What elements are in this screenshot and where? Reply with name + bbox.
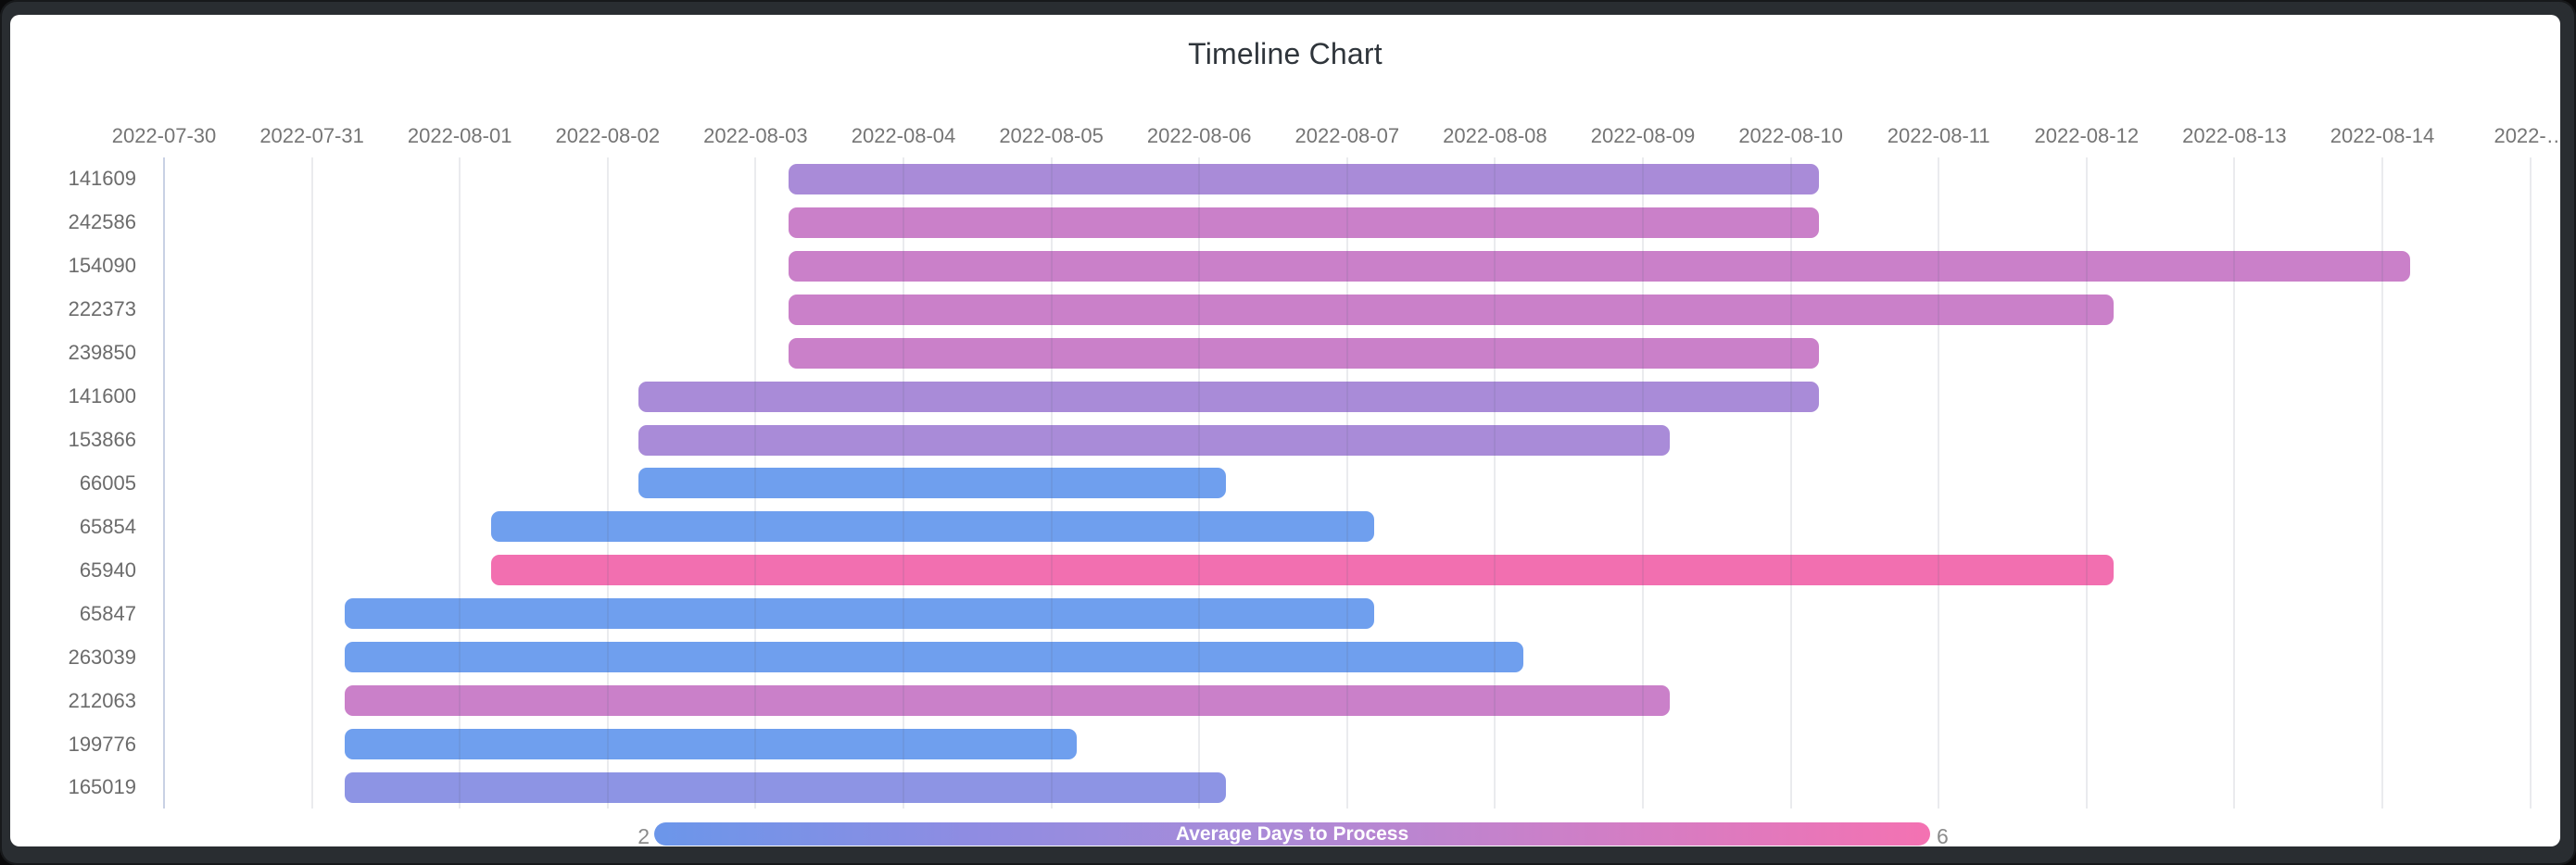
- y-axis-row-label: 222373: [68, 297, 136, 321]
- x-axis: 2022-07-30 2022-07-31 2022-08-01 2022-08-02…: [10, 15, 2560, 846]
- y-axis-row-label: 141600: [68, 384, 136, 408]
- y-axis: 141609 242586 154090 222373 239850 141600 1538…: [10, 15, 2560, 846]
- x-axis-tick-label: 2022-07-30: [111, 124, 217, 147]
- y-axis-row-label: 242586: [68, 210, 136, 234]
- plot-area: [10, 15, 2560, 846]
- legend-gradient-bar: Average Days to Process: [654, 822, 1930, 846]
- y-axis-row-label: 165019: [68, 775, 136, 799]
- timeline-bar[interactable]: [344, 729, 1077, 760]
- legend-label: Average Days to Process: [1175, 822, 1409, 845]
- legend-min-value: 2: [638, 824, 650, 846]
- y-axis-row-label: 154090: [68, 254, 136, 278]
- timeline-bar[interactable]: [344, 598, 1374, 630]
- y-axis-row-label: 263039: [68, 645, 136, 669]
- y-axis-row-label: 141609: [68, 167, 136, 191]
- x-axis-tick-label: 2022-08-10: [1738, 124, 1843, 147]
- timeline-bar[interactable]: [344, 771, 1226, 803]
- legend-max-value: 6: [1937, 824, 1949, 846]
- y-axis-row-label: 65854: [79, 514, 136, 538]
- timeline-bar[interactable]: [490, 511, 1374, 543]
- timeline-bar[interactable]: [344, 685, 1670, 717]
- y-axis-row-label: 65940: [79, 558, 136, 582]
- y-axis-row-label: 239850: [68, 341, 136, 365]
- x-axis-tick-label: 2022-…: [2494, 124, 2560, 147]
- x-axis-tick-label: 2022-08-02: [555, 124, 661, 147]
- timeline-bar[interactable]: [788, 207, 1819, 238]
- timeline-bar[interactable]: [638, 424, 1670, 456]
- timeline-bar[interactable]: [788, 294, 2114, 325]
- timeline-bar[interactable]: [788, 250, 2411, 282]
- timeline-bar[interactable]: [638, 381, 1819, 412]
- x-axis-tick-label: 2022-08-09: [1590, 124, 1696, 147]
- x-axis-tick-label: 2022-08-03: [703, 124, 808, 147]
- chart-title: Timeline Chart: [1188, 37, 1383, 70]
- x-axis-tick-label: 2022-08-07: [1294, 124, 1400, 147]
- y-axis-row-label: 65847: [79, 601, 136, 625]
- timeline-bar[interactable]: [344, 642, 1523, 673]
- x-axis-tick-label: 2022-07-31: [259, 124, 364, 147]
- x-axis-tick-label: 2022-08-14: [2330, 124, 2435, 147]
- y-axis-row-label: 199776: [68, 732, 136, 756]
- timeline-bar[interactable]: [788, 337, 1819, 369]
- x-axis-tick-label: 2022-08-05: [999, 124, 1104, 147]
- x-axis-tick-label: 2022-08-06: [1146, 124, 1252, 147]
- x-axis-tick-label: 2022-08-08: [1443, 124, 1547, 147]
- x-axis-tick-label: 2022-08-01: [407, 124, 512, 147]
- y-axis-row-label: 66005: [79, 470, 136, 495]
- y-axis-row-label: 153866: [68, 428, 136, 452]
- x-axis-tick-label: 2022-08-13: [2182, 124, 2287, 147]
- timeline-bar[interactable]: [490, 555, 2114, 586]
- chart-card: Timeline Chart 2022-07-30 2022-07-31 2022-…: [10, 15, 2560, 846]
- y-axis-row-label: 212063: [68, 688, 136, 712]
- timeline-bar[interactable]: [638, 468, 1226, 499]
- timeline-bar[interactable]: [788, 163, 1819, 194]
- x-axis-tick-label: 2022-08-11: [1887, 124, 1990, 147]
- x-axis-tick-label: 2022-08-12: [2034, 124, 2140, 147]
- x-axis-tick-label: 2022-08-04: [851, 124, 956, 147]
